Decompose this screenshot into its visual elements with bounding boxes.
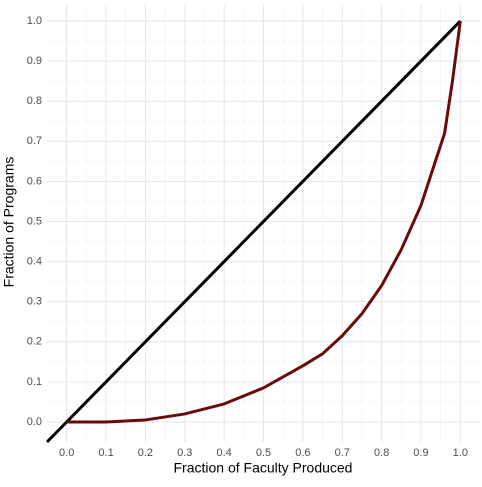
y-tick-label: 0.2 xyxy=(27,336,42,348)
x-tick-label: 0.0 xyxy=(59,447,74,459)
line xyxy=(66,20,462,424)
x-tick-label: 0.5 xyxy=(256,447,271,459)
y-tick-label: 0.5 xyxy=(27,215,42,227)
y-tick-label: 0.7 xyxy=(27,135,42,147)
x-tick-label: 0.8 xyxy=(374,447,389,459)
y-tick-label: 0.1 xyxy=(27,376,42,388)
y-tick-label: 0.8 xyxy=(27,95,42,107)
x-tick-label: 0.1 xyxy=(98,447,113,459)
x-tick-label: 1.0 xyxy=(453,447,468,459)
y-tick-label: 0.9 xyxy=(27,55,42,67)
x-tick-label: 0.3 xyxy=(177,447,192,459)
x-axis-title: Fraction of Faculty Produced xyxy=(174,460,353,476)
x-tick-label: 0.2 xyxy=(138,447,153,459)
y-tick-label: 0.3 xyxy=(27,296,42,308)
x-tick-label: 0.7 xyxy=(335,447,350,459)
y-tick-label: 1.0 xyxy=(27,15,42,27)
line xyxy=(45,19,462,444)
x-tick-label: 0.6 xyxy=(295,447,310,459)
x-tick-label: 0.4 xyxy=(216,447,231,459)
y-tick-label: 0.6 xyxy=(27,175,42,187)
y-tick-label: 0.4 xyxy=(27,255,42,267)
x-tick-label: 0.9 xyxy=(413,447,428,459)
y-tick-label: 0.0 xyxy=(27,416,42,428)
y-axis-title: Fraction of Programs xyxy=(1,157,17,288)
